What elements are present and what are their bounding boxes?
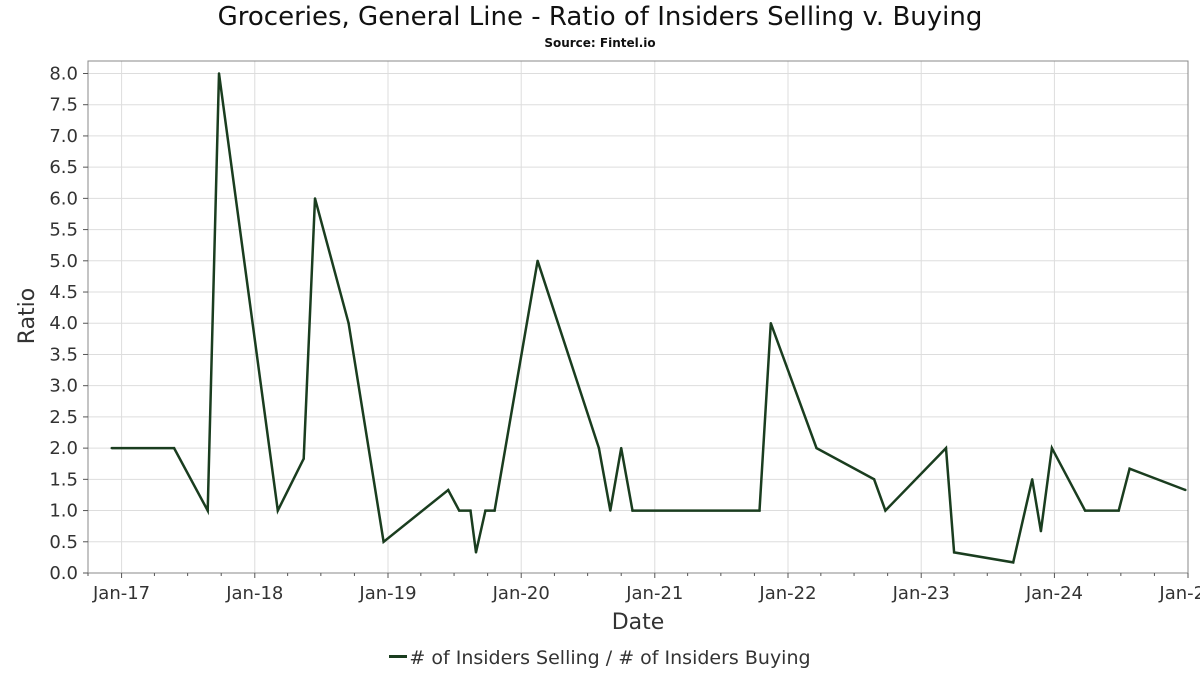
data-point bbox=[1083, 509, 1087, 512]
y-axis-title: Ratio bbox=[15, 288, 40, 344]
x-tick-label: Jan-18 bbox=[225, 583, 283, 604]
data-point bbox=[1117, 509, 1120, 512]
data-point bbox=[484, 509, 487, 512]
x-tick-label: Jan-20 bbox=[492, 583, 550, 604]
data-point bbox=[609, 509, 612, 512]
legend-swatch bbox=[389, 655, 408, 658]
data-point bbox=[469, 509, 472, 512]
y-tick-label: 5.0 bbox=[49, 251, 78, 272]
data-point bbox=[382, 540, 385, 543]
data-point bbox=[110, 446, 113, 450]
data-point bbox=[884, 509, 887, 512]
series-layer bbox=[110, 72, 1187, 564]
data-point bbox=[1050, 446, 1054, 450]
y-tick-label: 4.5 bbox=[49, 282, 78, 303]
data-point bbox=[769, 322, 772, 325]
series-line bbox=[111, 73, 1186, 564]
legend: # of Insiders Selling / # of Insiders Bu… bbox=[0, 647, 1200, 669]
y-tick-label: 7.5 bbox=[49, 95, 78, 116]
data-point bbox=[631, 509, 634, 512]
legend-label: # of Insiders Selling / # of Insiders Bu… bbox=[409, 647, 811, 669]
x-tick-label: Jan-17 bbox=[92, 583, 150, 604]
y-tick-label: 2.0 bbox=[49, 438, 78, 459]
data-point bbox=[620, 446, 623, 450]
data-point bbox=[206, 509, 209, 512]
data-point bbox=[493, 509, 496, 512]
data-point bbox=[815, 446, 818, 450]
x-tick-label: Jan-19 bbox=[358, 583, 416, 604]
y-tick-label: 3.5 bbox=[49, 344, 78, 365]
data-point bbox=[474, 551, 478, 554]
data-point bbox=[172, 446, 176, 450]
y-tick-label: 0.5 bbox=[49, 532, 78, 553]
y-tick-label: 8.0 bbox=[49, 63, 78, 84]
data-point bbox=[302, 457, 305, 460]
y-tick-label: 1.5 bbox=[49, 469, 78, 490]
y-tick-label: 5.5 bbox=[49, 220, 78, 241]
data-point bbox=[276, 509, 279, 512]
y-tick-label: 1.0 bbox=[49, 501, 78, 522]
y-tick-label: 6.5 bbox=[49, 157, 78, 178]
chart-subtitle: Source: Fintel.io bbox=[544, 36, 656, 50]
data-point bbox=[1039, 530, 1043, 533]
data-point bbox=[458, 509, 461, 512]
data-point bbox=[1012, 561, 1015, 564]
x-tick-label: Jan-22 bbox=[758, 583, 816, 604]
y-tick-label: 2.5 bbox=[49, 407, 78, 428]
y-tick-label: 0.0 bbox=[49, 563, 78, 584]
data-point bbox=[872, 478, 876, 481]
data-point bbox=[1031, 478, 1034, 481]
data-point bbox=[597, 446, 601, 450]
x-axis-title: Date bbox=[612, 610, 665, 635]
y-tick-label: 4.0 bbox=[49, 313, 78, 334]
x-tick-label: Jan-23 bbox=[892, 583, 950, 604]
data-point bbox=[952, 551, 956, 554]
data-point bbox=[313, 197, 317, 200]
data-point bbox=[1184, 488, 1187, 492]
x-tick-label: Jan-25 bbox=[1158, 583, 1200, 604]
y-tick-label: 7.0 bbox=[49, 126, 78, 147]
y-axis: 0.0 0.5 1.0 1.5 2.0 2.5 3.0 3.5 4.0 4.5 5.0 5.5 6.0 6… bbox=[49, 63, 88, 584]
data-point bbox=[536, 259, 539, 262]
data-point bbox=[447, 488, 450, 492]
x-tick-label: Jan-24 bbox=[1025, 583, 1083, 604]
x-tick-label: Jan-21 bbox=[625, 583, 683, 604]
x-axis: Jan-17 Jan-18 Jan-19 Jan-20 Jan-21 Jan-22 Jan-… bbox=[87, 573, 1200, 604]
data-point bbox=[1128, 467, 1131, 470]
data-point bbox=[758, 509, 761, 512]
y-tick-label: 6.0 bbox=[49, 188, 78, 209]
data-point bbox=[217, 72, 221, 75]
data-point bbox=[944, 446, 948, 450]
data-point bbox=[347, 322, 350, 325]
plot-frame bbox=[87, 60, 1189, 574]
chart-title: Groceries, General Line - Ratio of Insid… bbox=[217, 2, 983, 32]
y-tick-label: 3.0 bbox=[49, 376, 78, 397]
